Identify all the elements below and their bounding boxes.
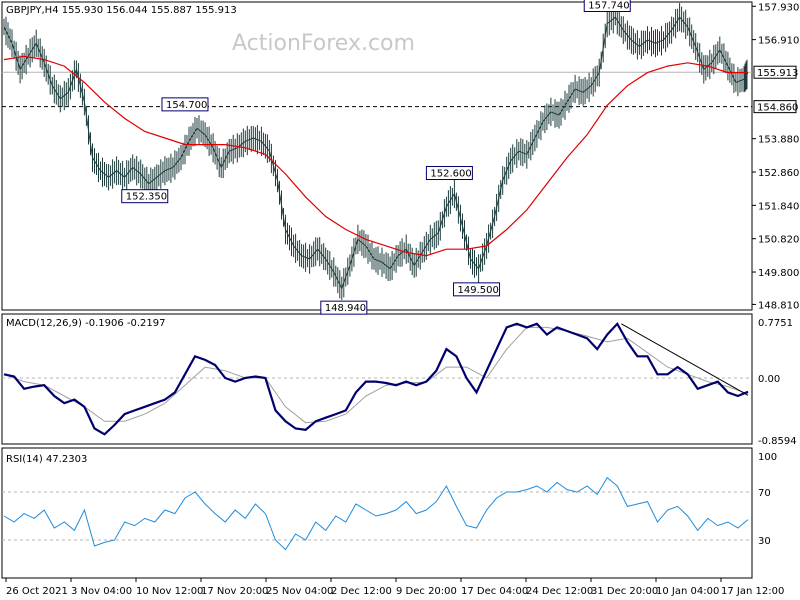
rsi-panel-title: RSI(14) 47.2303 xyxy=(6,454,87,465)
x-tick-label: 17 Nov 20:00 xyxy=(201,586,268,597)
annotation-label: 148.940 xyxy=(325,303,366,314)
annotation-label: 152.350 xyxy=(126,192,167,203)
price-tick-label: 151.840 xyxy=(758,201,799,212)
annotation-label: 154.700 xyxy=(166,100,207,111)
rsi-tick-label: 100 xyxy=(758,452,777,463)
price-tick-label: 157.930 xyxy=(758,2,799,13)
rsi-tick-label: 30 xyxy=(758,536,771,547)
macd-panel: 0.7751 0.00 -0.8594 xyxy=(2,318,797,447)
annotation-box xyxy=(453,282,501,297)
price-tick-label: 156.910 xyxy=(758,36,799,47)
rsi-tick-label: 70 xyxy=(758,488,771,499)
price-tick-label: 149.800 xyxy=(758,268,799,279)
x-tick-label: 17 Jan 12:00 xyxy=(721,586,784,597)
price-panel-title: GBPJPY,H4 155.930 156.044 155.887 155.91… xyxy=(6,5,237,16)
price-tick-label: 152.860 xyxy=(758,168,799,179)
annotation-box xyxy=(320,300,368,315)
price-tick-label: 153.880 xyxy=(758,135,799,146)
price-panel-frame xyxy=(1,1,753,311)
x-tick-label: 2 Dec 12:00 xyxy=(331,586,392,597)
macd-panel-frame xyxy=(1,313,753,445)
price-tick-label: 148.810 xyxy=(758,300,799,311)
macd-signal-line xyxy=(3,326,749,424)
x-tick-label: 3 Nov 04:00 xyxy=(71,586,132,597)
moving-average-line xyxy=(3,55,748,257)
annotation-box xyxy=(161,97,209,112)
price-panel: 157.930 156.910 153.880 152.860 151.840 150.8… xyxy=(2,0,799,315)
annotation-box xyxy=(425,166,473,181)
x-tick-label: 25 Nov 04:00 xyxy=(266,586,333,597)
macd-tick-label: 0.00 xyxy=(758,374,780,385)
watermark: ActionForex.com xyxy=(232,31,415,56)
rsi-line xyxy=(3,476,749,551)
macd-tick-label: 0.7751 xyxy=(758,318,793,329)
annotation-label: 157.740 xyxy=(588,0,629,11)
x-tick-label: 24 Dec 12:00 xyxy=(526,586,593,597)
macd-main-line xyxy=(3,321,749,436)
price-series-line xyxy=(3,16,749,290)
rsi-panel: 100 70 30 xyxy=(2,452,777,551)
support-level-box xyxy=(753,100,797,114)
x-tick-label: 17 Dec 04:00 xyxy=(461,586,528,597)
support-level-label: 154.860 xyxy=(757,103,798,114)
x-tick-label: 31 Dec 20:00 xyxy=(591,586,658,597)
annotation-box xyxy=(121,189,169,204)
macd-tick-label: -0.8594 xyxy=(758,436,797,447)
price-tick-label: 150.820 xyxy=(758,235,799,246)
x-tick-label: 10 Nov 12:00 xyxy=(136,586,203,597)
macd-trendline xyxy=(621,323,749,396)
current-price-box xyxy=(753,65,797,79)
x-tick-label: 9 Dec 20:00 xyxy=(396,586,457,597)
annotation-label: 149.500 xyxy=(458,285,499,296)
annotation-box xyxy=(583,0,631,12)
x-tick-label: 10 Jan 04:00 xyxy=(656,586,719,597)
rsi-panel-frame xyxy=(1,447,753,579)
current-price-label: 155.913 xyxy=(757,68,798,79)
annotation-label: 152.600 xyxy=(430,169,471,180)
x-tick-label: 26 Oct 2021 xyxy=(6,586,68,597)
macd-panel-title: MACD(12,26,9) -0.1906 -0.2197 xyxy=(6,318,166,329)
